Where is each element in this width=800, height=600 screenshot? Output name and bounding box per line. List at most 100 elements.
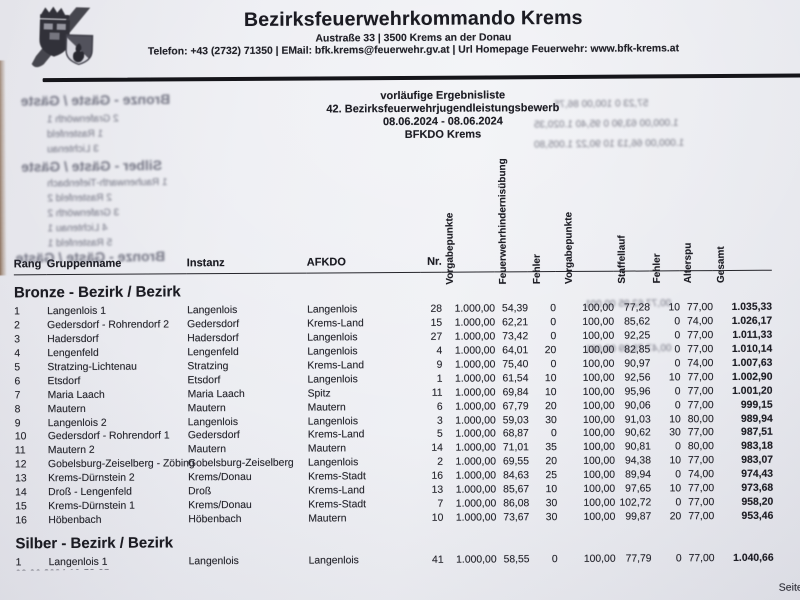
section-header-label: Bronze - Bezirk / Bezirk: [13, 282, 181, 301]
alterspunkte-cell: 77,00: [688, 510, 715, 523]
results-table-body: Bronze - Bezirk / Bezirk 1 Langenlois 1 Lan…: [14, 270, 774, 569]
gruppenname-cell: Stratzing-Lichtenau: [47, 361, 137, 374]
rang-cell: 2: [14, 320, 20, 332]
hindernis-cell: 69,55: [502, 456, 530, 468]
instanz-cell: Langenlois: [187, 416, 239, 428]
nr-cell: 27: [430, 331, 443, 344]
fehler1-cell: 35: [545, 442, 557, 454]
vorgabepunkte1-cell: 1.000,00: [454, 331, 496, 343]
instanz-cell: Mautern: [187, 402, 226, 414]
instanz-cell: Gedersdorf: [187, 430, 240, 442]
column-header-gruppenname: Gruppenname: [46, 257, 122, 271]
nr-cell: 6: [436, 401, 443, 413]
staffellauf-cell: 85,62: [624, 316, 651, 328]
fehler2-cell: 0: [675, 441, 681, 453]
column-header-afkdo: AFKDO: [306, 256, 346, 269]
nr-cell: 9: [436, 359, 443, 371]
gesamt-cell: 989,94: [740, 413, 773, 425]
instanz-cell: Hadersdorf: [187, 333, 239, 345]
vorgabepunkte2-cell: 100,00: [583, 511, 616, 523]
vorgabepunkte1-cell: 1.000,00: [455, 484, 497, 496]
vorgabepunkte1-cell: 1.000,00: [454, 345, 496, 357]
vorgabepunkte1-cell: 1.000,00: [456, 554, 497, 566]
nr-cell: 5: [437, 429, 443, 441]
fehler1-cell: 30: [545, 414, 557, 426]
bleed-through-artifact: Silber - Gäste / Gäste: [21, 156, 163, 175]
nr-cell: 11: [431, 387, 443, 399]
alterspunkte-cell: 80,00: [687, 413, 714, 425]
vorgabepunkte2-cell: 100,00: [583, 455, 616, 468]
gruppenname-cell: Hadersdorf: [47, 334, 99, 346]
vorgabepunkte2-cell: 100,00: [582, 330, 615, 343]
fehler2-cell: 0: [674, 358, 681, 370]
staffellauf-cell: 91,03: [624, 414, 651, 426]
column-header-rang: Rang: [13, 258, 42, 271]
alterspunkte-cell: 77,00: [687, 455, 715, 467]
fehler2-cell: 0: [675, 552, 682, 565]
instanz-cell: Etsdorf: [187, 374, 221, 387]
org-name: Bezirksfeuerwehrkommando Krems: [243, 6, 583, 31]
afkdo-cell: Krems-Land: [308, 485, 365, 497]
vorgabepunkte1-cell: 1.000,00: [455, 387, 496, 399]
vorgabepunkte1-cell: 1.000,00: [455, 414, 496, 427]
staffellauf-cell: 82,85: [624, 344, 651, 356]
fehler2-cell: 10: [669, 483, 682, 495]
afkdo-cell: Langenlois: [307, 332, 358, 344]
staffellauf-cell: 92,56: [624, 372, 651, 384]
nr-cell: 16: [431, 470, 444, 482]
fehler1-cell: 0: [550, 303, 557, 315]
gruppenname-cell: Höbenbach: [48, 514, 102, 526]
gesamt-cell: 953,46: [741, 510, 774, 522]
vorgabepunkte2-cell: 100,00: [582, 303, 615, 315]
bleed-through-artifact: 2 Rastenfeld 2: [47, 192, 112, 205]
results-table: Rang Gruppenname Instanz AFKDO Nr. Bronz…: [13, 253, 774, 570]
alterspunkte-cell: 77,00: [687, 344, 714, 356]
gesamt-cell: 1.010,14: [731, 343, 773, 356]
fehler2-cell: 0: [674, 399, 681, 411]
fehler2-cell: 10: [668, 372, 681, 384]
afkdo-cell: Mautern: [307, 443, 347, 455]
instanz-cell: Gedersdorf: [187, 319, 240, 331]
staffellauf-cell: 89,94: [625, 469, 652, 481]
hindernis-cell: 67,79: [502, 400, 529, 413]
vorgabepunkte1-cell: 1.000,00: [455, 498, 497, 510]
vorgabepunkte1-cell: 1.000,00: [454, 373, 496, 385]
vorgabepunkte2-cell: 100,00: [582, 400, 615, 412]
fehler1-cell: 20: [544, 345, 557, 357]
staffellauf-cell: 94,38: [624, 455, 652, 467]
nr-cell: 7: [437, 498, 444, 510]
fehler1-cell: 25: [545, 470, 558, 482]
fehler1-cell: 0: [551, 428, 557, 440]
vorgabepunkte1-cell: 1.000,00: [455, 442, 496, 455]
vorgabepunkte1-cell: 1.000,00: [455, 512, 497, 524]
alterspunkte-cell: 77,00: [687, 302, 714, 314]
alterspunkte-cell: 74,00: [687, 358, 714, 370]
vorgabepunkte2-cell: 100,00: [583, 469, 616, 482]
gesamt-cell: 958,20: [741, 496, 774, 508]
hindernis-cell: 73,67: [503, 512, 530, 524]
vorgabepunkte1-cell: 1.000,00: [454, 359, 496, 371]
hindernis-cell: 68,87: [502, 428, 529, 440]
bleed-through-artifact: 3 Grafenwörth 2: [47, 207, 120, 220]
alterspunkte-cell: 77,00: [687, 399, 714, 411]
gesamt-cell: 973,68: [741, 482, 774, 494]
alterspunkte-cell: 77,00: [688, 496, 715, 509]
gruppenname-cell: Gedersdorf - Rohrendorf 2: [47, 319, 170, 332]
vorgabepunkte2-cell: 100,00: [582, 358, 615, 370]
fehler1-cell: 20: [545, 456, 558, 468]
nr-cell: 10: [431, 512, 444, 524]
bleed-through-artifact: 2 Grafenwörth 1: [46, 113, 119, 126]
gesamt-cell: 1.026,17: [731, 316, 773, 328]
instanz-cell: Krems/Donau: [188, 472, 252, 484]
vorgabepunkte2-cell: 100,00: [583, 442, 615, 454]
fehler2-cell: 10: [669, 413, 681, 425]
bleed-through-artifact: 1 Rauhenwarth-Tiefenbach: [47, 176, 168, 190]
alterspunkte-cell: 80,00: [687, 441, 714, 453]
rang-cell: 8: [14, 403, 21, 416]
nr-cell: 15: [430, 318, 443, 330]
gesamt-cell: 974,43: [741, 468, 774, 481]
staffellauf-cell: 90,81: [624, 441, 651, 453]
vorgabepunkte2-cell: 100,00: [582, 344, 615, 356]
